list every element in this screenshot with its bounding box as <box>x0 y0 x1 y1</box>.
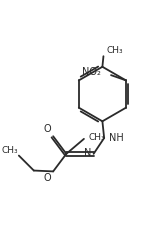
Text: O: O <box>43 124 51 134</box>
Text: CH₃: CH₃ <box>107 46 123 55</box>
Text: N: N <box>84 148 92 158</box>
Text: O: O <box>44 173 51 183</box>
Text: CH₃: CH₃ <box>88 133 105 142</box>
Text: CH₃: CH₃ <box>1 146 18 155</box>
Text: NH: NH <box>109 133 124 143</box>
Text: NO₂: NO₂ <box>82 68 100 77</box>
